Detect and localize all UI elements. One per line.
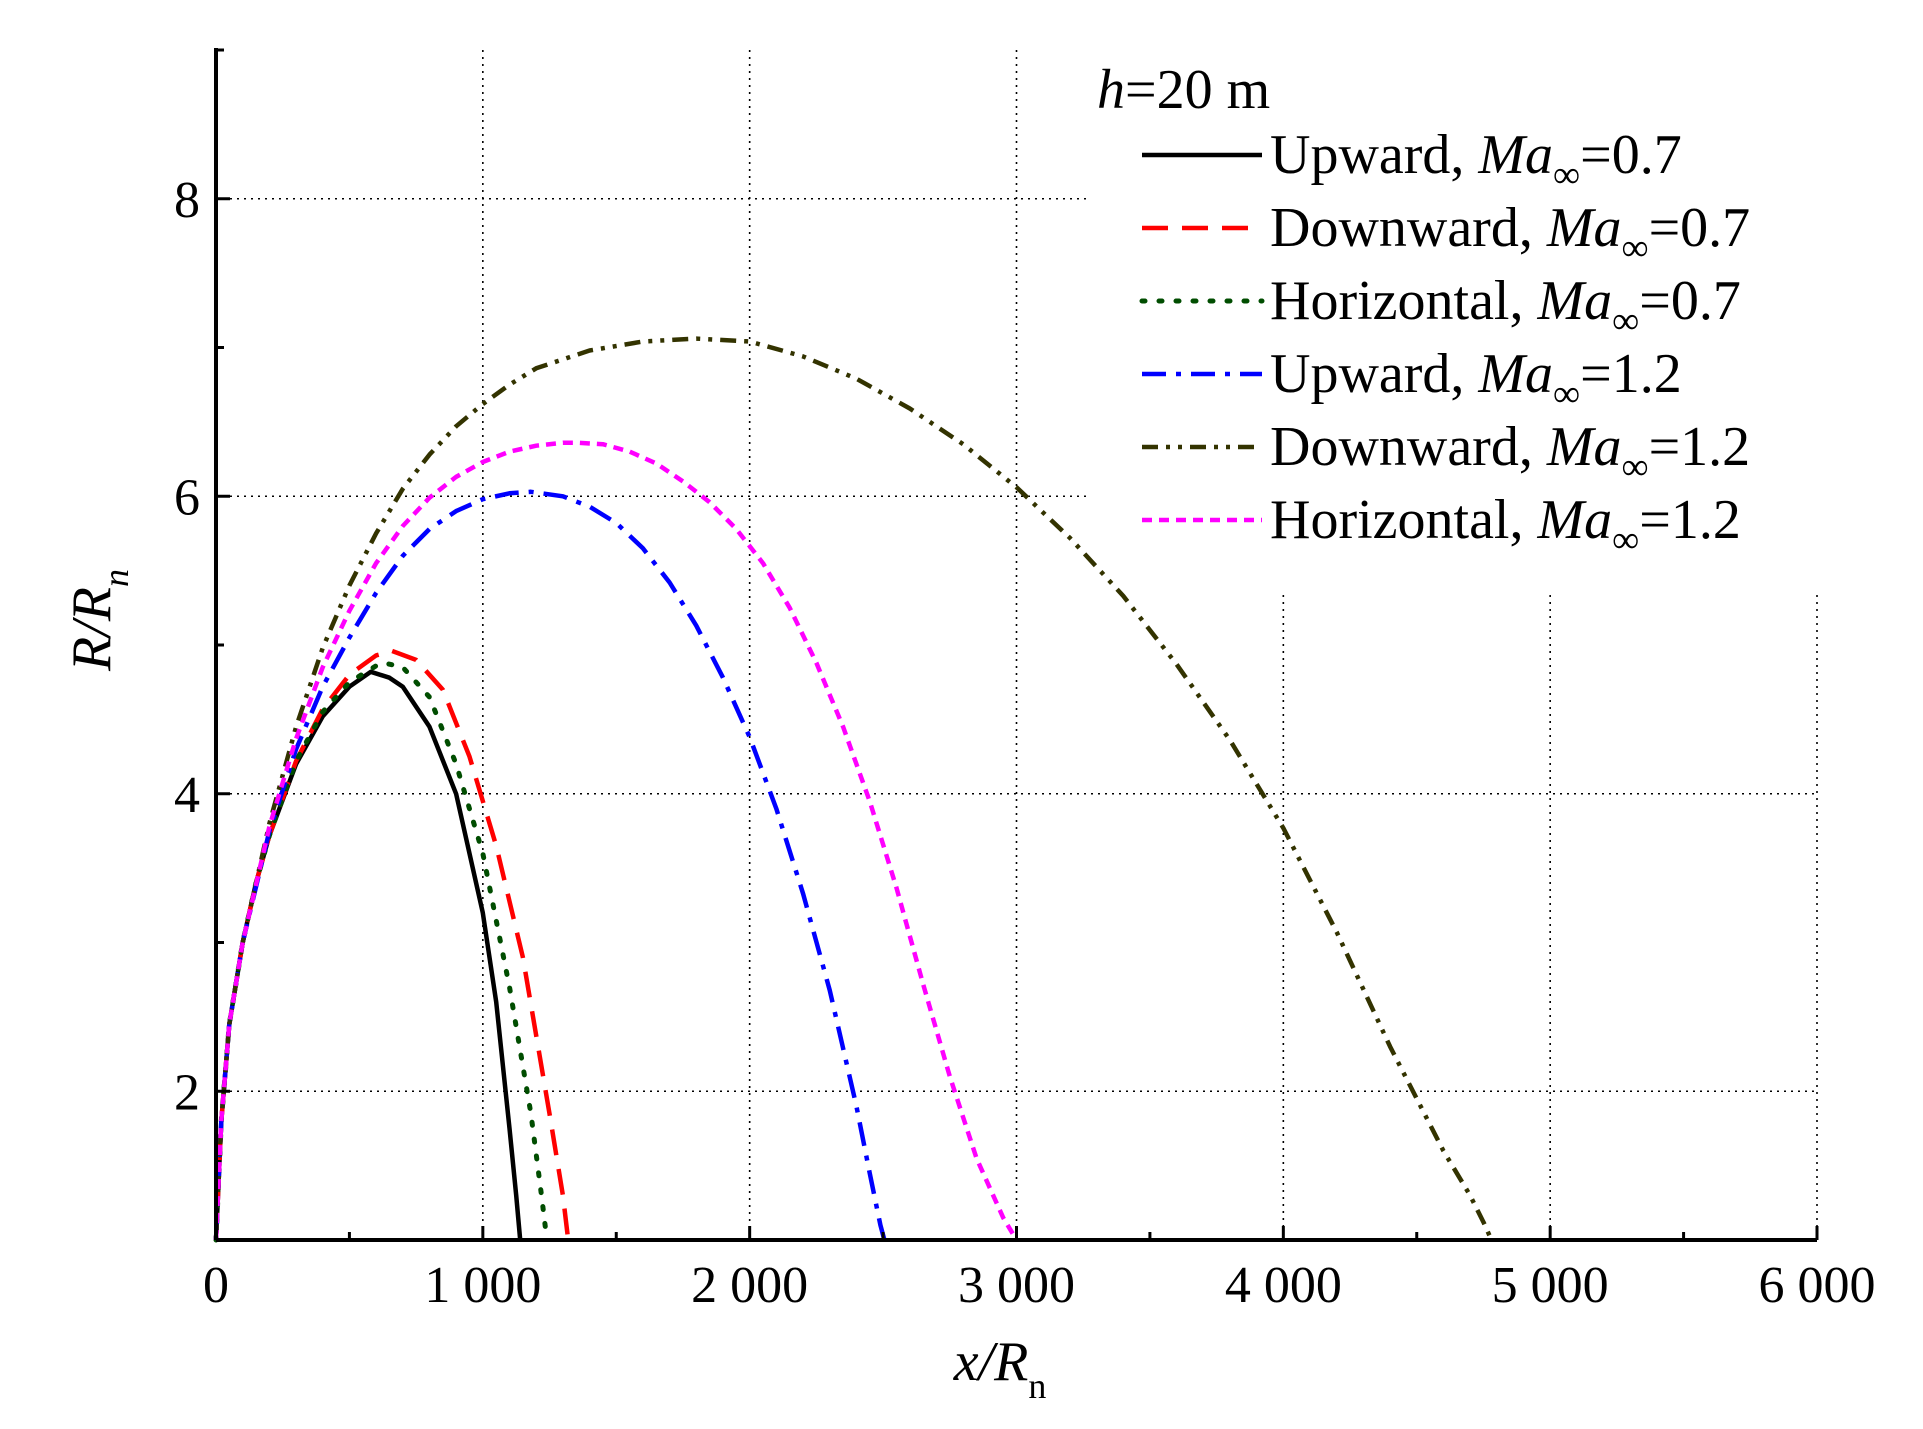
series-line-4 [213,489,887,1241]
legend-entry-value: =1.2 [1580,343,1682,405]
x-axis-title-sub: n [1028,1366,1046,1406]
legend-entry-mach: Ma [1477,343,1553,405]
legend-entry-3: Horizontal, Ma∞=0.7 [1270,270,1741,342]
y-axis-title: R/Rn [61,569,136,672]
legend-entry-prefix: Horizontal, [1270,489,1537,551]
legend-header-var: h [1097,59,1125,121]
tick-labels: 0 1 000 2 000 3 000 4 000 5 000 6 000 2 4 6 8 [174,172,1876,1314]
y-tick-label: 4 [174,767,200,824]
series-line-5 [213,336,1494,1241]
x-tick-label: 4 000 [1225,1257,1342,1314]
legend-entry-prefix: Downward, [1270,197,1547,259]
series-layer [213,336,1494,1243]
y-tick-label: 6 [174,469,200,526]
legend-entry-sub: ∞ [1621,446,1648,488]
legend-header: h=20 m [1097,59,1270,121]
legend-entry-value: =0.7 [1639,270,1741,332]
legend-entry-sub: ∞ [1553,373,1580,415]
x-tick-label: 5 000 [1492,1257,1609,1314]
legend-header-value: =20 m [1125,59,1270,121]
series-line-6 [213,440,1019,1242]
legend-entry-mach: Ma [1536,489,1612,551]
y-tick-label: 2 [174,1064,200,1121]
legend-entry-value: =0.7 [1580,124,1682,186]
legend-entry-prefix: Downward, [1270,416,1547,478]
legend-entry-mach: Ma [1477,124,1553,186]
legend-entry-value: =0.7 [1649,197,1751,259]
y-tick-label: 8 [174,172,200,229]
legend-entry-prefix: Horizontal, [1270,270,1537,332]
legend-entry-sub: ∞ [1612,300,1639,342]
x-tick-label: 3 000 [958,1257,1075,1314]
series-line-3 [213,660,550,1243]
legend-entry-mach: Ma [1546,197,1622,259]
legend-entry-value: =1.2 [1639,489,1741,551]
legend-entry-sub: ∞ [1612,519,1639,561]
legend-entry-4: Upward, Ma∞=1.2 [1270,343,1682,415]
legend-entry-value: =1.2 [1649,416,1751,478]
legend-entry-5: Downward, Ma∞=1.2 [1270,416,1750,488]
ticks [214,48,1819,1242]
legend-entry-sub: ∞ [1621,227,1648,269]
x-tick-label: 0 [203,1257,229,1314]
legend-entry-prefix: Upward, [1270,343,1478,405]
legend-entry-6: Horizontal, Ma∞=1.2 [1270,489,1741,561]
x-axis-title-main: x/R [953,1331,1029,1393]
legend-entry-mach: Ma [1536,270,1612,332]
series-line-2 [213,648,571,1241]
legend-entry-1: Upward, Ma∞=0.7 [1270,124,1682,196]
series-line-1 [213,669,523,1241]
legend-entry-mach: Ma [1546,416,1622,478]
legend-entry-sub: ∞ [1553,154,1580,196]
x-tick-label: 1 000 [424,1257,541,1314]
legend-entry-2: Downward, Ma∞=0.7 [1270,197,1750,269]
x-tick-label: 2 000 [691,1257,808,1314]
x-tick-label: 6 000 [1759,1257,1876,1314]
legend-entry-prefix: Upward, [1270,124,1478,186]
y-axis-title-main: R/R [61,587,123,672]
y-axis-title-sub: n [96,569,136,587]
x-axis-title: x/Rn [953,1331,1047,1406]
